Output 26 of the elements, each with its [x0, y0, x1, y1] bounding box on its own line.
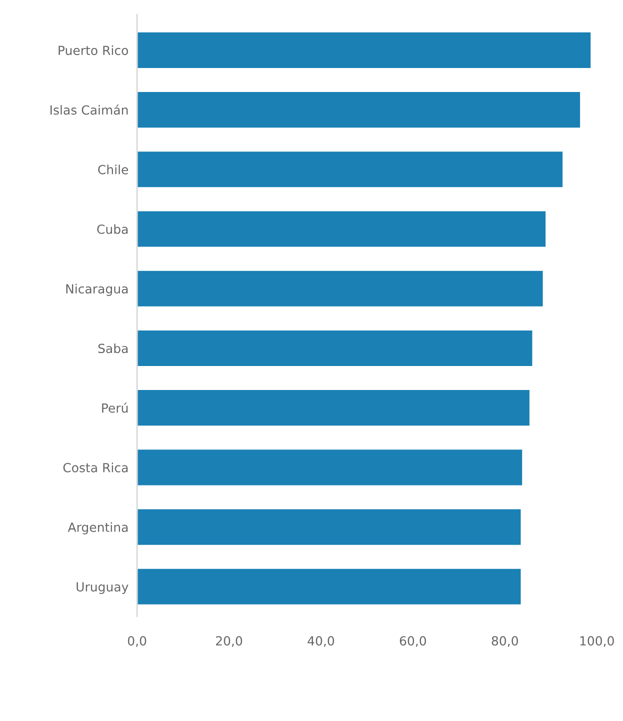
bar [137, 31, 592, 70]
y-tick-label: Argentina [68, 522, 128, 534]
bar [137, 150, 564, 189]
x-tick-label: 60,0 [400, 636, 426, 647]
y-tick-label: Puerto Rico [58, 45, 128, 56]
y-tick-label: Chile [98, 164, 128, 174]
y-tick-label: Cuba [97, 224, 128, 234]
bar [137, 508, 522, 546]
y-tick-label: Costa Rica [63, 462, 128, 472]
bar [137, 329, 534, 368]
x-tick-label: 80,0 [492, 636, 518, 647]
y-tick-label: Saba [98, 343, 128, 354]
x-tick-label: 100,0 [580, 636, 614, 647]
x-tick-label: 0,0 [128, 636, 146, 647]
bar [137, 210, 547, 248]
x-tick-label: 40,0 [308, 636, 334, 647]
y-tick-label: Islas Caimán [50, 104, 128, 115]
y-tick-label: Uruguay [76, 582, 128, 594]
bar [137, 567, 522, 606]
y-tick-label: Perú [102, 402, 128, 413]
x-tick-label: 20,0 [216, 636, 242, 647]
bar [137, 90, 582, 129]
y-tick-label: Nicaragua [66, 284, 128, 296]
bar [137, 269, 544, 308]
bar [137, 448, 524, 487]
bar [137, 388, 531, 427]
